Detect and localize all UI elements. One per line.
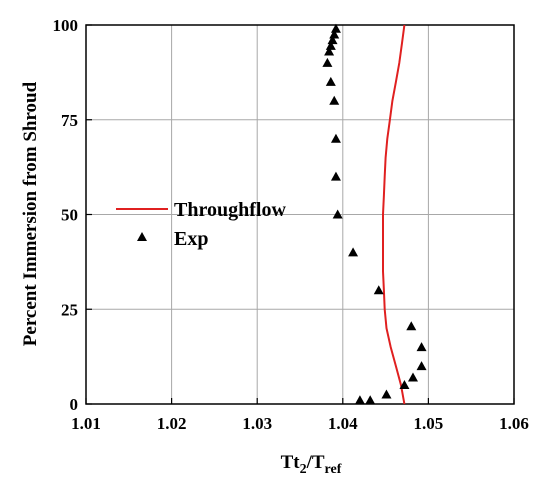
y-tick-label: 100 <box>53 16 79 35</box>
legend: Throughflow Exp <box>116 199 286 250</box>
y-axis-title: Percent Immersion from Shroud <box>20 81 41 346</box>
tick-marks <box>85 24 515 405</box>
series-throughflow-line <box>382 24 406 405</box>
exp-data-point <box>416 361 427 371</box>
exp-data-point <box>325 76 336 86</box>
legend-exp-marker <box>137 232 147 241</box>
exp-data-point <box>407 372 418 382</box>
y-tick-label: 50 <box>61 206 78 225</box>
x-tick-label: 1.06 <box>499 414 529 433</box>
x-tick-label: 1.02 <box>157 414 187 433</box>
x-tick-label: 1.04 <box>328 414 358 433</box>
exp-data-point <box>329 29 340 39</box>
exp-data-point <box>322 57 333 67</box>
exp-data-point <box>325 40 336 50</box>
legend-throughflow-label: Throughflow <box>174 199 286 221</box>
exp-data-point <box>381 389 392 399</box>
x-tick-label: 1.03 <box>242 414 272 433</box>
x-axis-title-sub1: 2 <box>300 462 307 477</box>
y-tick-labels: 0 25 50 75 100 <box>53 16 79 414</box>
exp-data-point <box>416 342 427 352</box>
series-layer <box>322 23 427 405</box>
x-axis-title: Tt2/Tref <box>281 452 342 477</box>
exp-data-point <box>348 247 359 257</box>
exp-data-point <box>327 35 338 45</box>
exp-data-point <box>330 133 341 143</box>
x-axis-title-main: Tt <box>281 452 301 473</box>
exp-data-point <box>399 380 410 390</box>
exp-data-point <box>332 209 343 219</box>
x-tick-label: 1.05 <box>414 414 444 433</box>
grid-lines <box>86 25 514 404</box>
x-axis-title-mid: /T <box>306 452 325 473</box>
x-tick-labels: 1.01 1.02 1.03 1.04 1.05 1.06 <box>71 414 529 433</box>
exp-data-point <box>330 23 341 33</box>
exp-data-point <box>330 171 341 181</box>
y-tick-label: 0 <box>70 395 79 414</box>
exp-data-point <box>329 95 340 105</box>
exp-data-point <box>354 395 365 405</box>
exp-data-point <box>324 46 335 56</box>
exp-data-point <box>406 321 417 331</box>
y-tick-label: 25 <box>61 300 78 319</box>
exp-data-point <box>373 285 384 295</box>
x-axis-title-sub2: ref <box>325 462 342 477</box>
legend-exp-label: Exp <box>174 228 208 250</box>
x-tick-label: 1.01 <box>71 414 101 433</box>
exp-data-point <box>365 395 376 405</box>
y-tick-label: 75 <box>61 111 78 130</box>
